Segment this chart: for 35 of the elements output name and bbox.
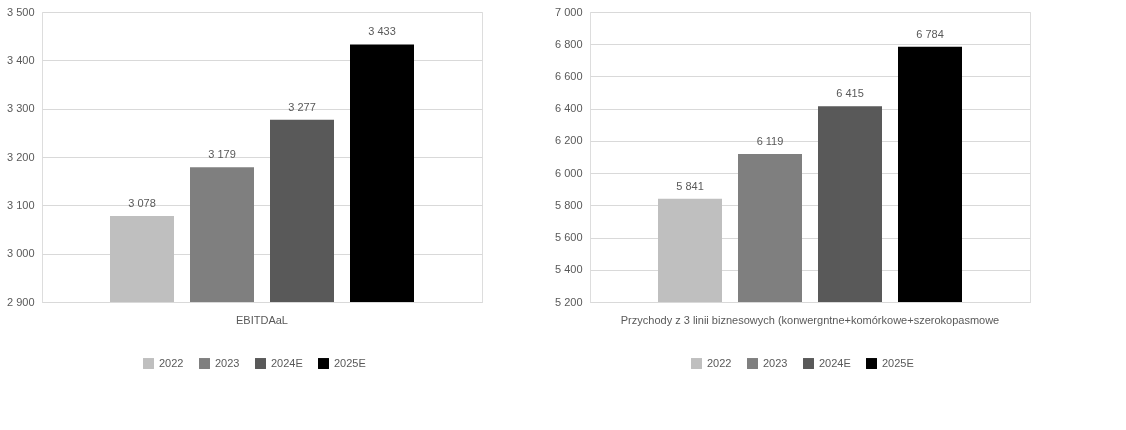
data-label: 6 415 [836, 87, 864, 100]
y-tick-label: 6 800 [554, 37, 583, 50]
legend-label: 2022 [159, 356, 184, 369]
y-tick-label: 5 800 [554, 198, 583, 211]
data-label: 3 078 [128, 196, 156, 209]
data-label: 3 433 [368, 25, 396, 38]
legend-label: 2023 [763, 356, 788, 369]
legend-label: 2025E [334, 356, 366, 369]
data-label: 3 179 [208, 148, 236, 161]
data-label: 6 119 [756, 134, 784, 147]
y-tick-label: 2 900 [6, 295, 35, 308]
y-tick-label: 7 000 [554, 5, 583, 18]
y-tick-label: 3 200 [6, 150, 35, 163]
y-tick-label: 5 200 [554, 295, 583, 308]
legend-label: 2024E [271, 356, 303, 369]
legend-label: 2023 [215, 356, 240, 369]
legend-label: 2022 [707, 356, 732, 369]
y-tick-label: 6 400 [554, 102, 583, 115]
data-label: 6 784 [916, 27, 944, 40]
y-tick-label: 6 600 [554, 69, 583, 82]
x-tick-label: Przychody z 3 linii biznesowych (konwergntne+komórkowe+szerokopasmowe [620, 313, 1000, 326]
x-tick-label: EBITDAaL [236, 313, 288, 326]
legend-label: 2025E [882, 356, 914, 369]
y-tick-label: 6 200 [554, 134, 583, 147]
legend-label: 2024E [819, 356, 851, 369]
y-tick-label: 3 500 [6, 5, 35, 18]
data-label: 3 277 [288, 100, 316, 113]
y-tick-label: 3 400 [6, 53, 35, 66]
y-tick-label: 5 400 [554, 263, 583, 276]
y-tick-label: 3 100 [6, 198, 35, 211]
y-tick-label: 3 000 [6, 247, 35, 260]
y-tick-label: 5 600 [554, 231, 583, 244]
data-label: 5 841 [676, 179, 704, 192]
y-tick-label: 6 000 [554, 166, 583, 179]
y-tick-label: 3 300 [6, 102, 35, 115]
